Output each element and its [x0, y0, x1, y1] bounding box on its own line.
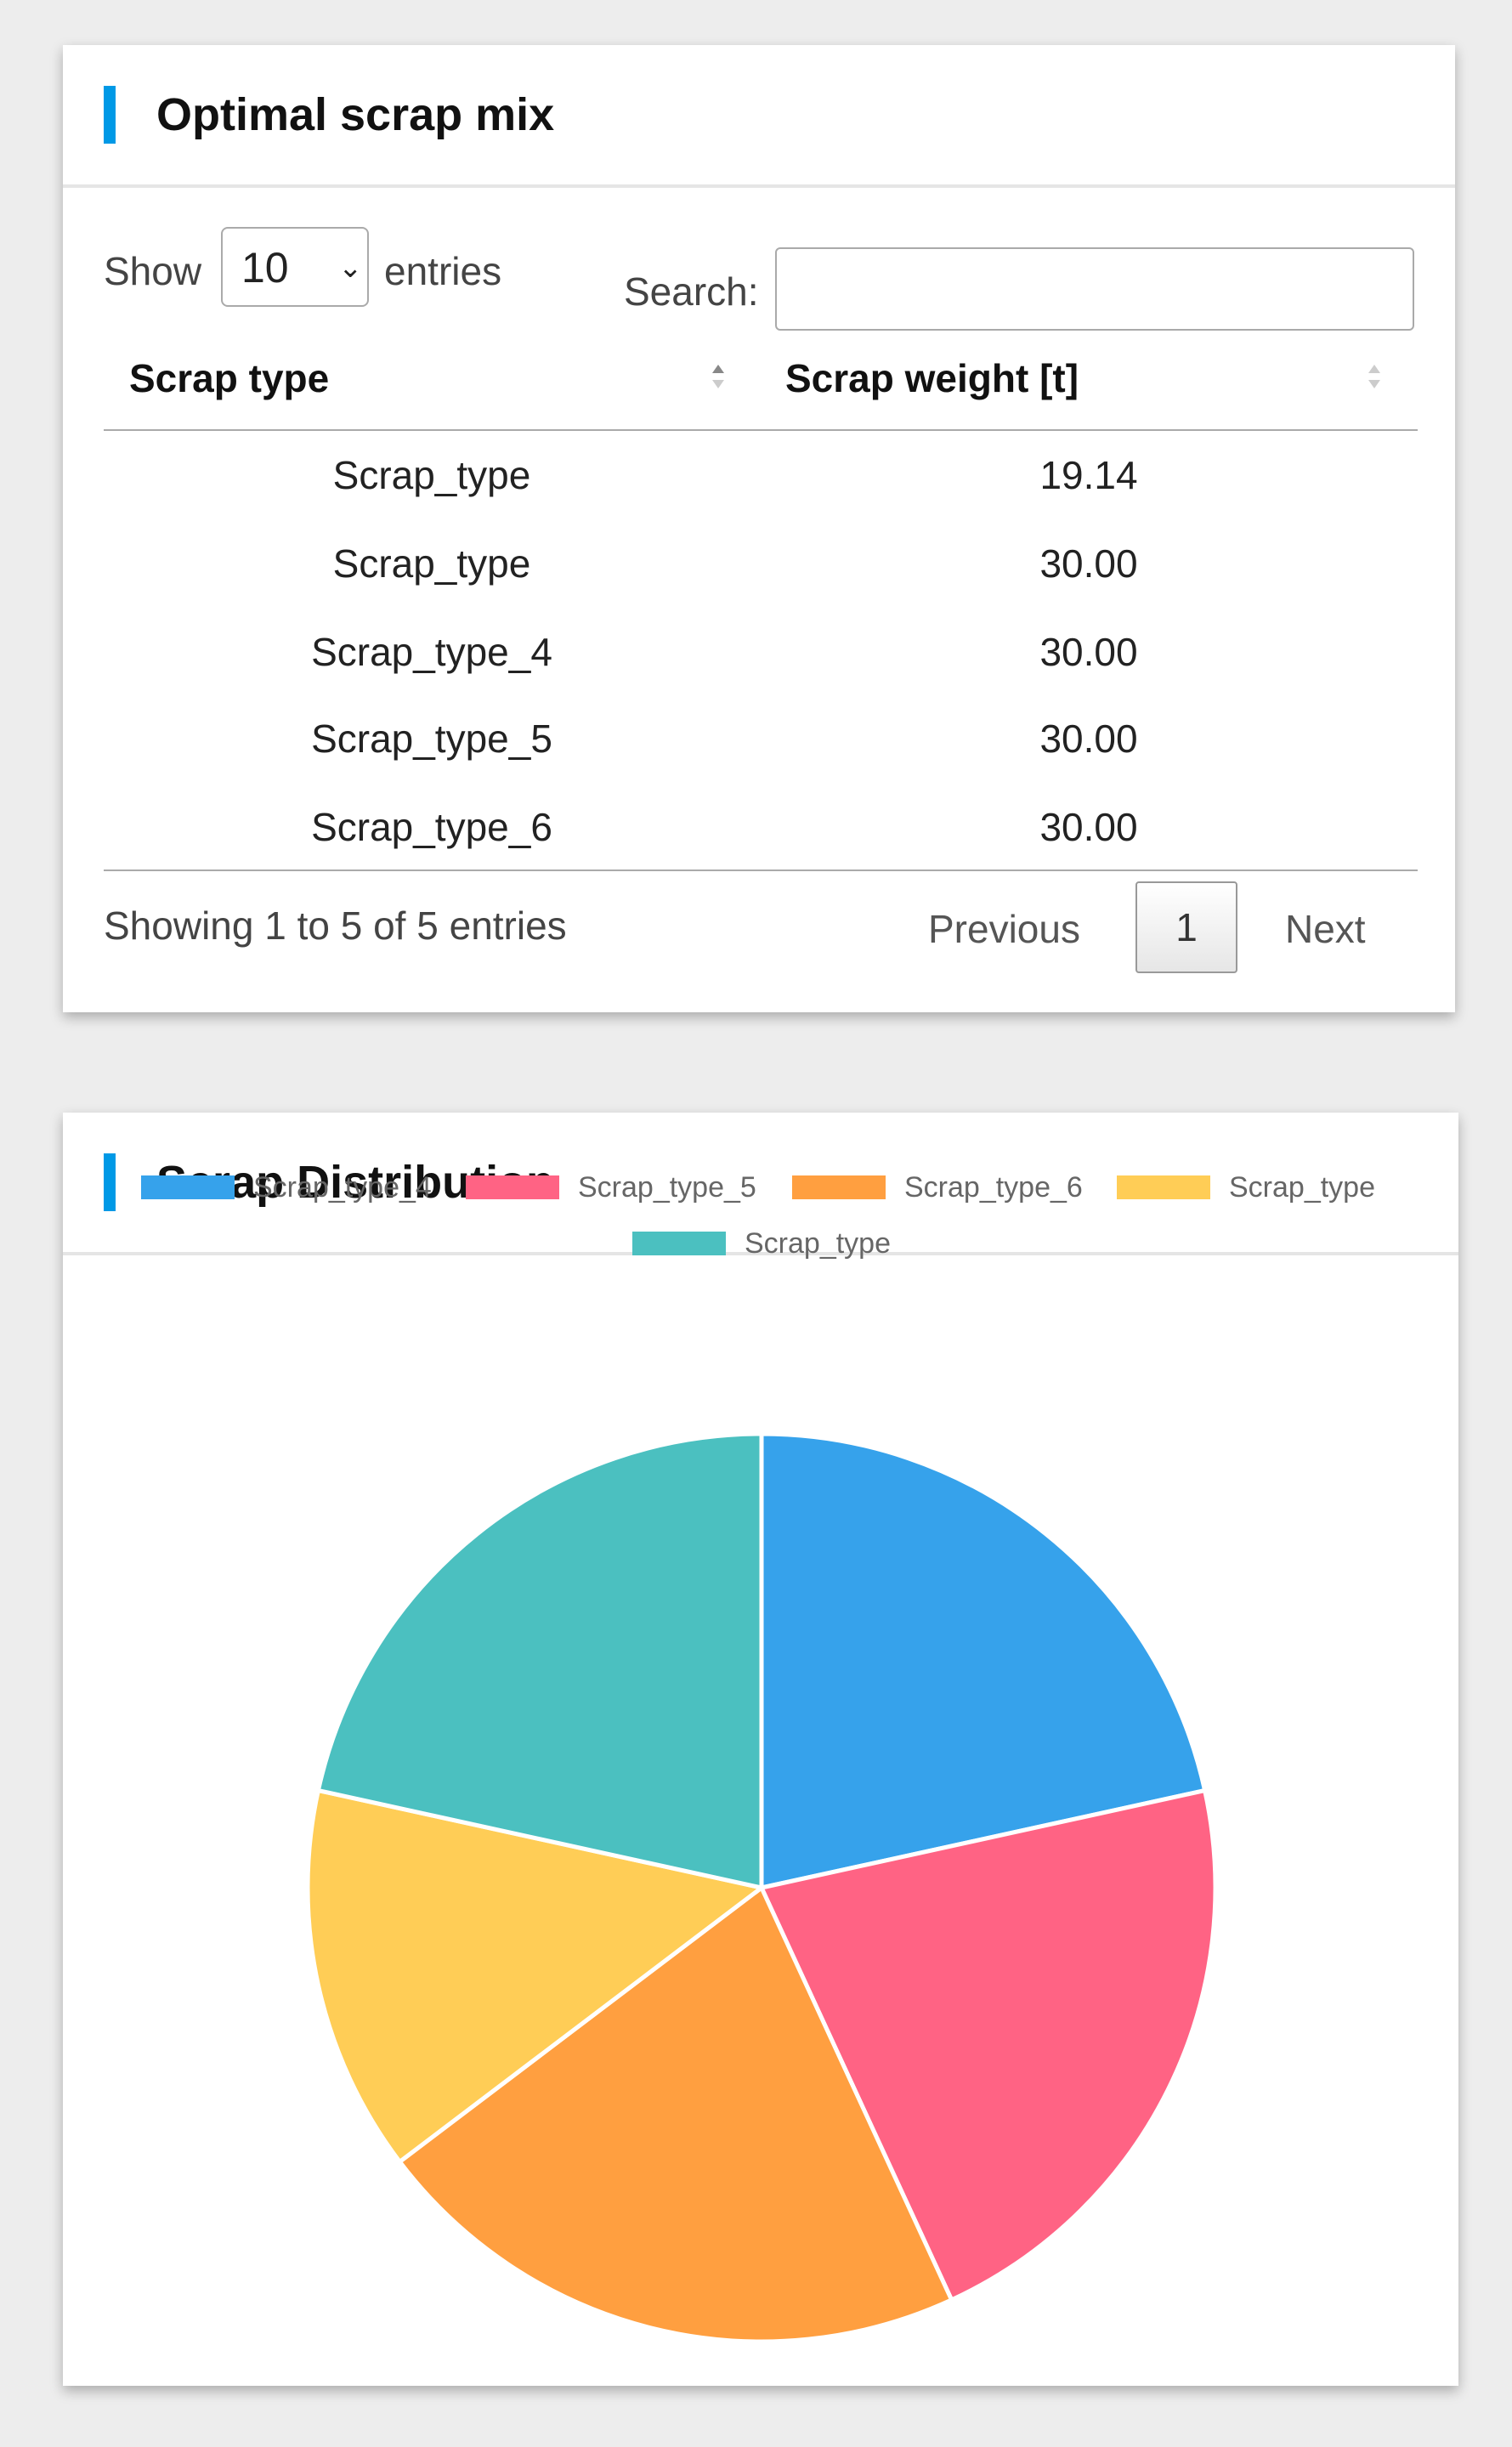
cell-scrap-weight: 30.00	[1039, 717, 1138, 761]
pagination-previous[interactable]: Previous	[928, 907, 1080, 951]
show-label: Show	[104, 249, 202, 293]
legend-label: Scrap_type	[745, 1227, 891, 1260]
table-row: Scrap_type 19.14	[104, 431, 1418, 519]
pie-slice-4[interactable]	[305, 1787, 767, 2165]
table-row: Scrap_type_5 30.00	[104, 694, 1418, 783]
cell-scrap-weight: 30.00	[1039, 805, 1138, 849]
chevron-down-icon: ⌄	[338, 252, 363, 284]
cell-scrap-weight: 19.14	[1039, 453, 1138, 497]
table-header-divider	[104, 429, 1418, 431]
cell-scrap-weight: 30.00	[1039, 630, 1138, 674]
page-length-select[interactable]: 10 ⌄	[221, 227, 369, 307]
pie-slice-5[interactable]	[315, 1431, 764, 1891]
pie-chart	[305, 1431, 1218, 2344]
pagination-next[interactable]: Next	[1285, 907, 1366, 951]
cell-scrap-type: Scrap_type_6	[311, 805, 552, 849]
table-row: Scrap_type_6 30.00	[104, 783, 1418, 871]
table-row: Scrap_type 30.00	[104, 519, 1418, 608]
cell-scrap-type: Scrap_type_4	[311, 630, 552, 674]
card-title: Optimal scrap mix	[156, 89, 555, 140]
optimal-scrap-mix-card: Optimal scrap mix Show 10 ⌄ entries Sear…	[63, 45, 1455, 1012]
cell-scrap-type: Scrap_type_5	[311, 717, 552, 761]
table-info: Showing 1 to 5 of 5 entries	[104, 903, 567, 948]
card-header: Optimal scrap mix	[63, 45, 1455, 188]
sort-icon[interactable]	[711, 358, 728, 395]
accent-bar	[104, 86, 116, 144]
search-input[interactable]	[775, 247, 1414, 331]
legend-swatch	[1117, 1175, 1210, 1199]
scrap-distribution-card: Scrap Distribution Scrap_type_4 Scrap_typ…	[63, 1113, 1458, 2386]
legend-swatch	[632, 1232, 726, 1255]
page-length-value: 10	[241, 244, 289, 292]
entries-label: entries	[384, 249, 502, 293]
legend-swatch	[466, 1175, 559, 1199]
accent-bar	[104, 1153, 116, 1211]
legend-swatch	[792, 1175, 886, 1199]
pie-slice-2[interactable]	[758, 1787, 1218, 2303]
pie-slice-1[interactable]	[759, 1431, 1208, 1891]
legend-label: Scrap_type_4	[253, 1171, 432, 1204]
sort-icon[interactable]	[1367, 358, 1384, 395]
cell-scrap-type: Scrap_type	[332, 453, 531, 497]
cell-scrap-weight: 30.00	[1039, 541, 1138, 586]
legend-label: Scrap_type_6	[904, 1171, 1083, 1204]
table-footer-divider	[104, 869, 1418, 871]
legend-swatch	[141, 1175, 235, 1199]
legend-label: Scrap_type	[1229, 1171, 1375, 1204]
table-row: Scrap_type_4 30.00	[104, 608, 1418, 696]
legend-label: Scrap_type_5	[578, 1171, 756, 1204]
pagination-page-1[interactable]: 1	[1135, 881, 1237, 973]
pie-slice-3[interactable]	[396, 1884, 954, 2344]
column-header-scrap-weight[interactable]: Scrap weight [t]	[785, 356, 1079, 400]
cell-scrap-type: Scrap_type	[332, 541, 531, 586]
search-label: Search:	[624, 269, 759, 314]
column-header-scrap-type[interactable]: Scrap type	[129, 356, 330, 400]
